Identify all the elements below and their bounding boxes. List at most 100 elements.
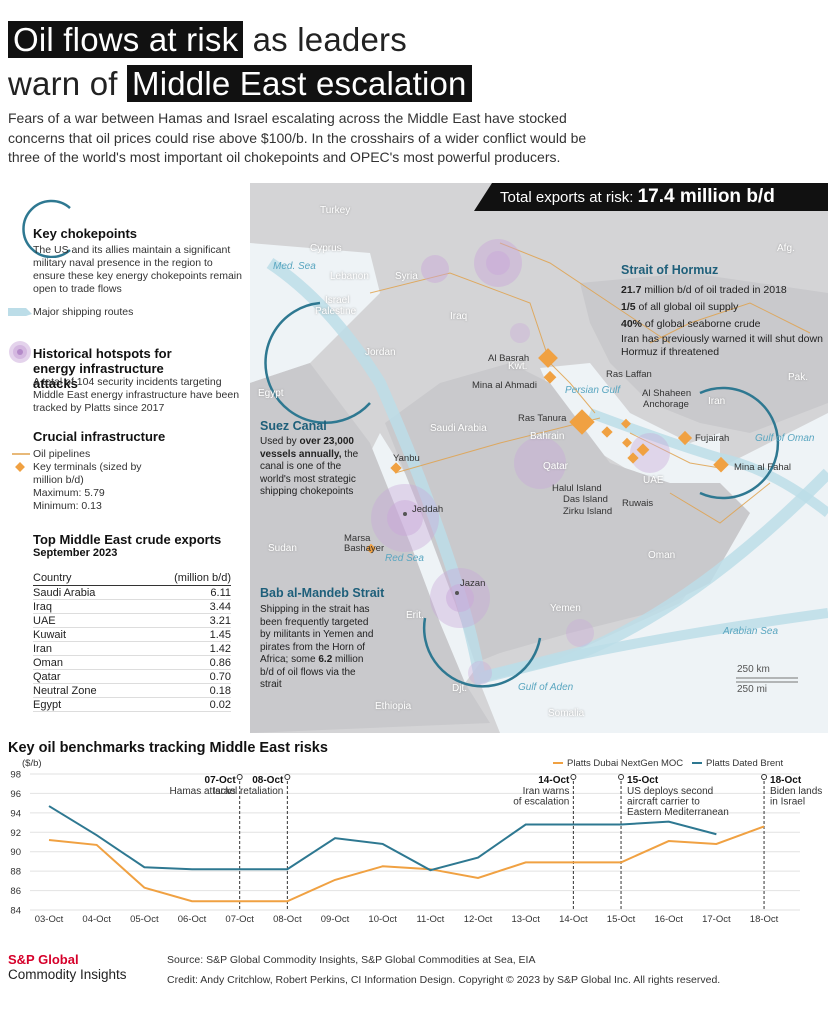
scale-km: 250 km bbox=[737, 664, 770, 675]
country-label: Jordan bbox=[365, 347, 396, 358]
legend-pipelines: Oil pipelines bbox=[33, 448, 91, 460]
terminal-diamond-icon bbox=[15, 462, 25, 472]
country-label: Erit. bbox=[406, 610, 424, 621]
y-tick-label: 84 bbox=[10, 906, 21, 917]
country-label: Afg. bbox=[777, 243, 795, 254]
x-tick-label: 06-Oct bbox=[178, 914, 207, 925]
legend-hotspots-title: Historical hotspots for energy infrastru… bbox=[33, 346, 172, 391]
event-text: Iran warns bbox=[523, 786, 570, 797]
event-marker bbox=[236, 774, 243, 780]
y-tick-label: 96 bbox=[10, 789, 21, 800]
country-label: Djt. bbox=[452, 683, 467, 694]
iran-land bbox=[580, 273, 828, 433]
event-text: in Israel bbox=[770, 797, 805, 808]
bab-chokepoint-arc bbox=[422, 617, 542, 688]
country-label: Iraq bbox=[450, 311, 468, 322]
x-tick-label: 14-Oct bbox=[559, 914, 588, 925]
shipping-route-red-sea bbox=[266, 258, 828, 686]
x-tick-label: 13-Oct bbox=[511, 914, 540, 925]
value-cell: 1.42 bbox=[137, 641, 231, 656]
sea-label: Persian Gulf bbox=[565, 385, 621, 396]
event-title: 18-Oct bbox=[770, 775, 802, 786]
event-title: 07-Oct bbox=[205, 775, 237, 786]
hotspot-icon bbox=[9, 341, 31, 363]
country-cell: Qatar bbox=[33, 669, 138, 684]
page-title: Oil flows at risk as leaders warn of Mid… bbox=[8, 18, 472, 106]
event-marker bbox=[761, 774, 768, 780]
title-highlight-2: Middle East escalation bbox=[127, 65, 472, 102]
terminal-label: Al Basrah bbox=[488, 353, 530, 364]
country-label: Qatar bbox=[543, 461, 569, 472]
total-exports-banner: Total exports at risk: 17.4 million b/d bbox=[474, 183, 828, 211]
shipping-route-aden bbox=[478, 608, 828, 683]
country-label: Ethiopia bbox=[375, 701, 412, 712]
suez-title: Suez Canal bbox=[260, 419, 327, 433]
country-label: Egypt bbox=[258, 388, 284, 399]
x-tick-label: 08-Oct bbox=[273, 914, 302, 925]
country-cell: Neutral Zone bbox=[33, 683, 138, 698]
series-line bbox=[48, 805, 717, 872]
value-cell: 1.45 bbox=[137, 627, 231, 642]
terminal-label: Mina al Fahal bbox=[734, 462, 792, 473]
hotspots bbox=[371, 239, 670, 685]
shipping-route-icon bbox=[8, 308, 32, 316]
country-label: Iran bbox=[708, 396, 726, 407]
scale-mi: 250 mi bbox=[737, 684, 768, 695]
value-cell: 3.44 bbox=[137, 599, 231, 614]
value-cell: 0.18 bbox=[137, 683, 231, 698]
y-tick-label: 90 bbox=[10, 847, 21, 858]
event-text: Israel retaliation bbox=[213, 786, 284, 797]
arabian-sea bbox=[480, 413, 828, 733]
event-text: of escalation bbox=[513, 797, 569, 808]
country-label: Somalia bbox=[548, 708, 585, 719]
country-cell: Egypt bbox=[33, 697, 138, 712]
pipelines bbox=[369, 242, 811, 524]
total-exports-value: 17.4 million b/d bbox=[637, 186, 775, 207]
value-cell: 0.02 bbox=[137, 697, 231, 712]
country-label: Yemen bbox=[550, 603, 581, 614]
event-marker bbox=[570, 774, 577, 780]
event-text: Hamas attacks bbox=[170, 786, 236, 797]
country-cell: Iraq bbox=[33, 599, 138, 614]
pipeline-icon bbox=[12, 453, 30, 455]
table-row: Iran 1.42 bbox=[33, 641, 231, 656]
suez-chokepoint-arc bbox=[264, 301, 371, 424]
y-tick-label: 98 bbox=[10, 770, 21, 781]
title-highlight-1: Oil flows at risk bbox=[8, 21, 244, 58]
scale-bar bbox=[736, 677, 798, 683]
country-cell: Iran bbox=[33, 641, 138, 656]
country-cell: Oman bbox=[33, 655, 138, 670]
sea-label: Med. Sea bbox=[273, 261, 316, 272]
x-tick-label: 18-Oct bbox=[750, 914, 779, 925]
city-dots bbox=[403, 512, 459, 595]
event-marker bbox=[618, 774, 625, 780]
value-cell: 6.11 bbox=[137, 585, 231, 600]
series-line bbox=[48, 825, 765, 903]
country-label: Oman bbox=[648, 550, 676, 561]
x-tick-label: 12-Oct bbox=[464, 914, 493, 925]
terminal-label: Yanbu bbox=[393, 453, 420, 464]
country-label: Syria bbox=[395, 271, 418, 282]
terminal-label: Mina al Ahmadi bbox=[472, 380, 537, 391]
legend-shipping: Major shipping routes bbox=[33, 306, 134, 318]
x-tick-label: 10-Oct bbox=[368, 914, 397, 925]
exports-table: Top Middle East crude exports September … bbox=[33, 532, 231, 712]
sea-label: Gulf of Oman bbox=[755, 433, 815, 444]
terminal-label: Marsa bbox=[344, 533, 371, 544]
country-label: Lebanon bbox=[330, 271, 369, 282]
value-cell: 0.86 bbox=[137, 655, 231, 670]
sp-global-logo: S&P Global Commodity Insights bbox=[8, 952, 127, 982]
terminal-label: Al Shaheen bbox=[642, 388, 692, 399]
legend-maximum: Maximum: 5.79 bbox=[33, 487, 105, 499]
x-tick-label: 03-Oct bbox=[35, 914, 64, 925]
col-country: Country bbox=[33, 571, 138, 586]
x-tick-label: 17-Oct bbox=[702, 914, 731, 925]
country-label: Cyprus bbox=[310, 243, 342, 254]
table-row: Egypt 0.02 bbox=[33, 697, 231, 712]
footer-credit: Credit: Andy Critchlow, Robert Perkins, … bbox=[167, 974, 721, 986]
hormuz-text: 21.7 million b/d of oil traded in 2018 1… bbox=[621, 284, 823, 358]
map-svg bbox=[250, 239, 828, 733]
legend-label: Platts Dubai NextGen MOC bbox=[567, 758, 683, 769]
x-tick-label: 11-Oct bbox=[416, 914, 444, 925]
footer-source: Source: S&P Global Commodity Insights, S… bbox=[167, 954, 536, 966]
